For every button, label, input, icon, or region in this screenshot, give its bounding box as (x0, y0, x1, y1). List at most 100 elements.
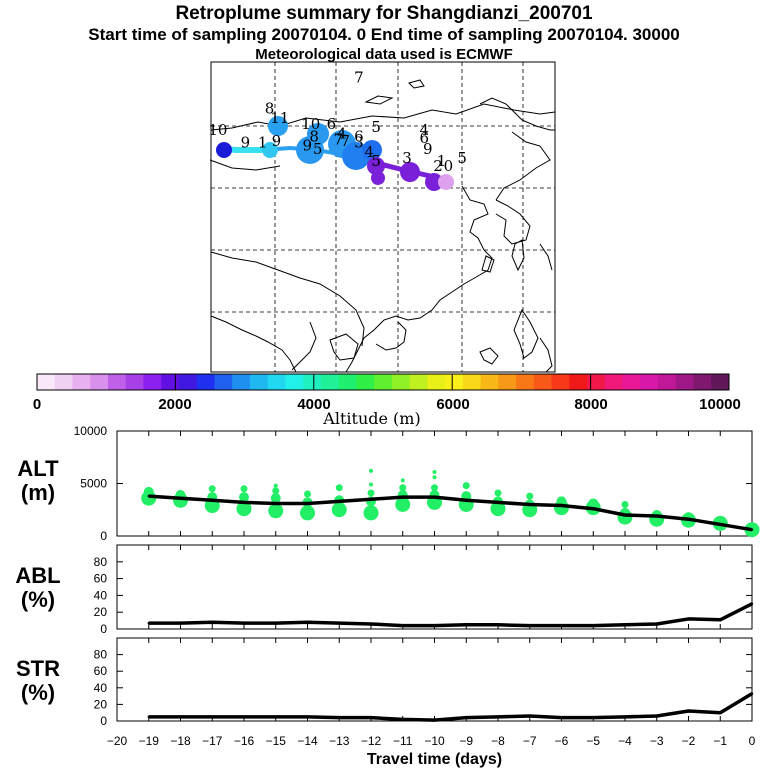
x-tick-label: −18 (170, 734, 191, 748)
data-point (147, 621, 150, 625)
colorbar-segment (658, 374, 677, 390)
cluster-altitude-point (300, 505, 315, 521)
colorbar-segment (409, 374, 428, 390)
data-point (623, 623, 627, 626)
colorbar-tick: 10000 (699, 396, 741, 413)
data-point (719, 618, 722, 621)
data-point (306, 621, 309, 624)
y-tick-label: 0 (100, 714, 107, 728)
map-cluster-label: 5 (371, 118, 381, 136)
data-point (496, 715, 500, 719)
data-point (242, 715, 246, 719)
colorbar-segment (338, 374, 357, 390)
map-cluster-label: 9 (241, 134, 251, 152)
data-point (338, 500, 341, 503)
data-point (338, 716, 341, 719)
data-point (401, 624, 404, 627)
track-dot (400, 162, 420, 182)
panel-unit: (m) (21, 480, 55, 505)
panel-alt: 10000 5000 0 ALT(m) (17, 424, 760, 543)
panel-unit: (%) (21, 587, 55, 612)
data-point (496, 623, 500, 626)
data-point (592, 624, 595, 627)
panel-label: STR (16, 656, 60, 681)
data-point (560, 504, 563, 507)
data-point (369, 498, 373, 501)
y-tick-label: 5000 (80, 477, 107, 491)
y-tick-label: 80 (94, 555, 108, 569)
retroplume-track (216, 116, 454, 191)
data-point (655, 514, 658, 518)
data-point (687, 709, 690, 713)
track-dot (216, 142, 232, 158)
colorbar-segment (267, 374, 286, 390)
colorbar-segment (427, 374, 446, 390)
data-point (211, 499, 214, 502)
y-tick-label: 60 (94, 664, 108, 678)
data-point (147, 494, 150, 498)
colorbar-segment (37, 374, 56, 390)
colorbar-tick-labels: 0 2000 4000 6000 8000 10000 (33, 396, 741, 413)
map-cluster-label: 7 (334, 131, 344, 149)
met-data-line: Meteorological data used is ECMWF (255, 46, 513, 63)
cluster-altitude-point (621, 501, 629, 508)
data-point (528, 503, 531, 506)
map-cluster-label: 11 (270, 109, 289, 127)
fraction-line (148, 602, 753, 628)
colorbar-tick: 8000 (574, 396, 607, 413)
map-cluster-label: 4 (364, 143, 374, 161)
data-point (179, 497, 182, 500)
colorbar-segment (516, 374, 535, 390)
y-tick-label: 20 (94, 605, 108, 619)
panel-frame (116, 637, 753, 722)
time-series-panels: 1000050000ALT(m)806040200ABL(%)806040200… (15, 424, 760, 768)
colorbar-segment (675, 374, 695, 390)
data-point (528, 714, 531, 718)
colorbar-segment (480, 374, 499, 390)
map-cluster-label: 9 (272, 132, 282, 150)
x-tick-label: −14 (297, 734, 318, 748)
colorbar-segment (320, 374, 340, 390)
x-tick-label: −4 (618, 734, 632, 748)
y-tick-label: 40 (94, 681, 108, 695)
colorbar-segment (462, 374, 482, 390)
colorbar-segment (90, 374, 109, 390)
track-dot (438, 174, 454, 190)
mean-altitude-line (148, 494, 753, 532)
data-point (369, 716, 373, 719)
data-point (242, 501, 246, 504)
x-tick-label: −20 (107, 734, 128, 748)
x-tick-label: −2 (682, 734, 696, 748)
track-dot (371, 171, 385, 185)
data-point (465, 499, 468, 502)
x-tick-label: 0 (749, 734, 756, 748)
data-point (401, 718, 404, 721)
data-point (274, 502, 277, 505)
colorbar-segment (693, 374, 712, 390)
track-dot (367, 157, 385, 175)
data-point (338, 621, 341, 625)
altitude-colorbar (36, 373, 730, 391)
x-tick-label: −1 (713, 734, 727, 748)
map-cluster-label: 1 (437, 152, 447, 170)
data-point (592, 716, 595, 719)
data-point (211, 621, 214, 624)
track-dot (268, 116, 288, 136)
map-cluster-label: 5 (313, 140, 323, 158)
colorbar-frame (36, 373, 730, 391)
map-cluster-label: 2 (433, 157, 443, 175)
panel-abl: 80 60 40 20 0 ABL(%) (15, 544, 754, 636)
data-point (274, 621, 277, 625)
y-tick-label: 40 (94, 588, 108, 602)
map-cluster-label: 0 (444, 157, 454, 175)
colorbar-tick: 4000 (297, 396, 330, 413)
colorbar-segment (54, 374, 73, 390)
colorbar-segment (374, 374, 393, 390)
data-point (369, 622, 373, 626)
y-tick-label: 60 (94, 572, 108, 586)
data-point (719, 711, 722, 714)
map-cluster-label: 7 (340, 132, 350, 150)
map-cluster-label: 4 (420, 121, 430, 139)
cluster-altitude-point (432, 469, 437, 474)
